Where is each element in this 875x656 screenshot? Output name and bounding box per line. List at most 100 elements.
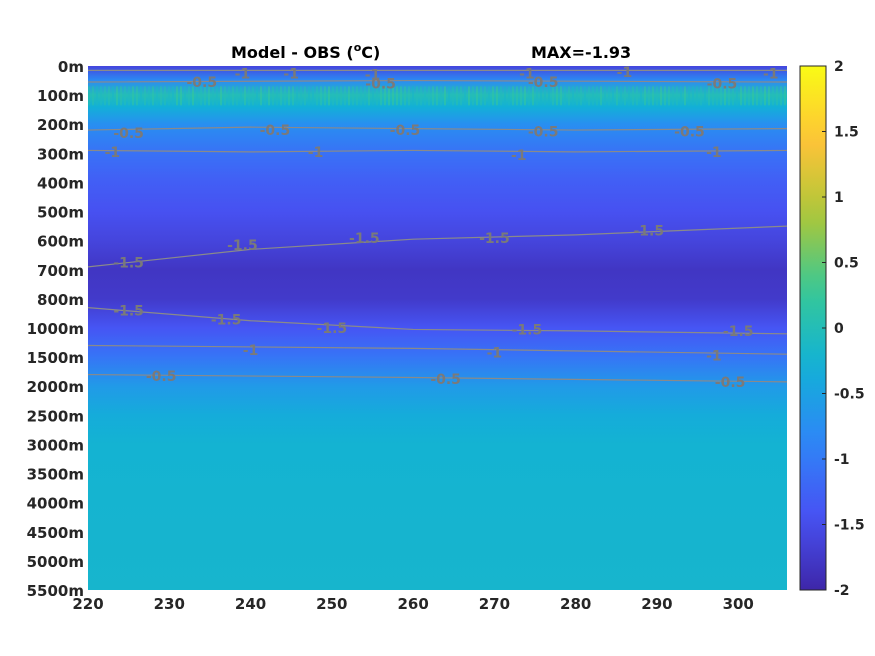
texture-stripe: [532, 86, 534, 106]
texture-stripe: [768, 86, 770, 106]
y-tick-label: 5000m: [27, 553, 84, 571]
texture-stripe: [116, 86, 118, 106]
texture-stripe: [328, 86, 330, 106]
contour-label: -1.5: [317, 321, 348, 337]
contour-line: [87, 373, 788, 383]
texture-stripe: [688, 86, 690, 106]
texture-stripe: [516, 86, 518, 106]
max-annotation: MAX=-1.93: [531, 43, 631, 62]
texture-stripe: [536, 86, 538, 106]
texture-stripe: [420, 86, 422, 106]
texture-stripe: [112, 86, 114, 106]
contour-line: [87, 344, 788, 355]
texture-stripe: [264, 86, 266, 106]
colorbar-tick-label: 1.5: [834, 125, 859, 141]
texture-stripe: [384, 86, 386, 106]
texture-stripe: [376, 86, 378, 106]
texture-stripe: [580, 86, 582, 106]
y-tick-label: 4000m: [27, 495, 84, 513]
contour-label: -1.5: [113, 304, 144, 320]
texture-stripe: [608, 86, 610, 106]
texture-stripe: [672, 86, 674, 106]
texture-stripe: [216, 86, 218, 106]
texture-stripe: [424, 86, 426, 106]
y-tick-label: 700m: [37, 262, 84, 280]
texture-stripe: [128, 86, 130, 106]
y-axis-ticks: 0m 100m 200m 300m 400m 500m 600m 700m 800m 1000m 1…: [27, 58, 84, 600]
contour-label: -0.5: [674, 125, 705, 141]
texture-stripe: [616, 86, 618, 106]
texture-stripe: [104, 86, 106, 106]
texture-stripe: [456, 86, 458, 106]
x-tick-label: 220: [72, 595, 103, 613]
texture-stripe: [540, 86, 542, 106]
texture-stripe: [724, 86, 726, 106]
texture-stripe: [772, 86, 774, 106]
texture-stripe: [692, 86, 694, 106]
texture-stripe: [760, 86, 762, 106]
texture-stripe: [312, 86, 314, 106]
texture-stripe: [728, 86, 730, 106]
texture-stripe: [628, 86, 630, 106]
contour-label: -1: [283, 66, 299, 82]
texture-stripe: [572, 86, 574, 106]
texture-stripe: [176, 86, 178, 106]
texture-stripe: [488, 86, 490, 106]
texture-stripe: [512, 86, 514, 106]
texture-stripe: [356, 86, 358, 106]
texture-stripe: [336, 86, 338, 106]
texture-stripe: [468, 86, 470, 106]
texture-stripe: [440, 86, 442, 106]
texture-stripe: [740, 86, 742, 106]
texture-stripe: [280, 86, 282, 106]
texture-stripe: [136, 86, 138, 106]
contour-line: [87, 307, 788, 335]
contour-label: -0.5: [365, 76, 396, 92]
heatmap-field: [88, 66, 787, 590]
y-tick-label: 1500m: [27, 349, 84, 367]
colorbar-tick-label: 1: [834, 190, 844, 206]
contour-label: -1.5: [479, 231, 510, 247]
texture-stripe: [704, 86, 706, 106]
texture-stripe: [332, 86, 334, 106]
texture-stripe: [660, 86, 662, 106]
texture-stripe: [364, 86, 366, 106]
texture-stripe: [168, 86, 170, 106]
contour-label: -1: [763, 66, 779, 82]
y-tick-label: 2500m: [27, 407, 84, 425]
texture-stripe: [444, 86, 446, 106]
texture-stripe: [172, 86, 174, 106]
texture-stripe: [544, 86, 546, 106]
contour-label: -1.5: [349, 231, 380, 247]
texture-stripe: [504, 86, 506, 106]
texture-stripe: [360, 86, 362, 106]
texture-stripe: [92, 86, 94, 106]
texture-stripe: [556, 86, 558, 106]
texture-stripe: [144, 86, 146, 106]
texture-stripe: [200, 86, 202, 106]
texture-stripe: [552, 86, 554, 106]
colorbar: [800, 66, 826, 590]
texture-stripe: [352, 86, 354, 106]
texture-stripe: [272, 86, 274, 106]
texture-stripe: [460, 86, 462, 106]
y-tick-label: 200m: [37, 116, 84, 134]
texture-stripe: [648, 86, 650, 106]
y-tick-label: 5500m: [27, 582, 84, 600]
texture-stripe: [252, 86, 254, 106]
contour-label: -1: [511, 148, 527, 164]
contour-label: -0.5: [146, 369, 177, 385]
contour-label: -1.5: [227, 238, 258, 254]
contour-line: [87, 225, 788, 268]
colorbar-tick-label: -1: [834, 452, 850, 468]
texture-stripe: [588, 86, 590, 106]
x-tick-label: 240: [235, 595, 266, 613]
texture-stripe: [632, 86, 634, 106]
texture-stripe: [568, 86, 570, 106]
texture-stripe: [400, 86, 402, 106]
texture-stripe: [624, 86, 626, 106]
texture-stripe: [224, 86, 226, 106]
texture-stripe: [564, 86, 566, 106]
texture-stripe: [476, 86, 478, 106]
